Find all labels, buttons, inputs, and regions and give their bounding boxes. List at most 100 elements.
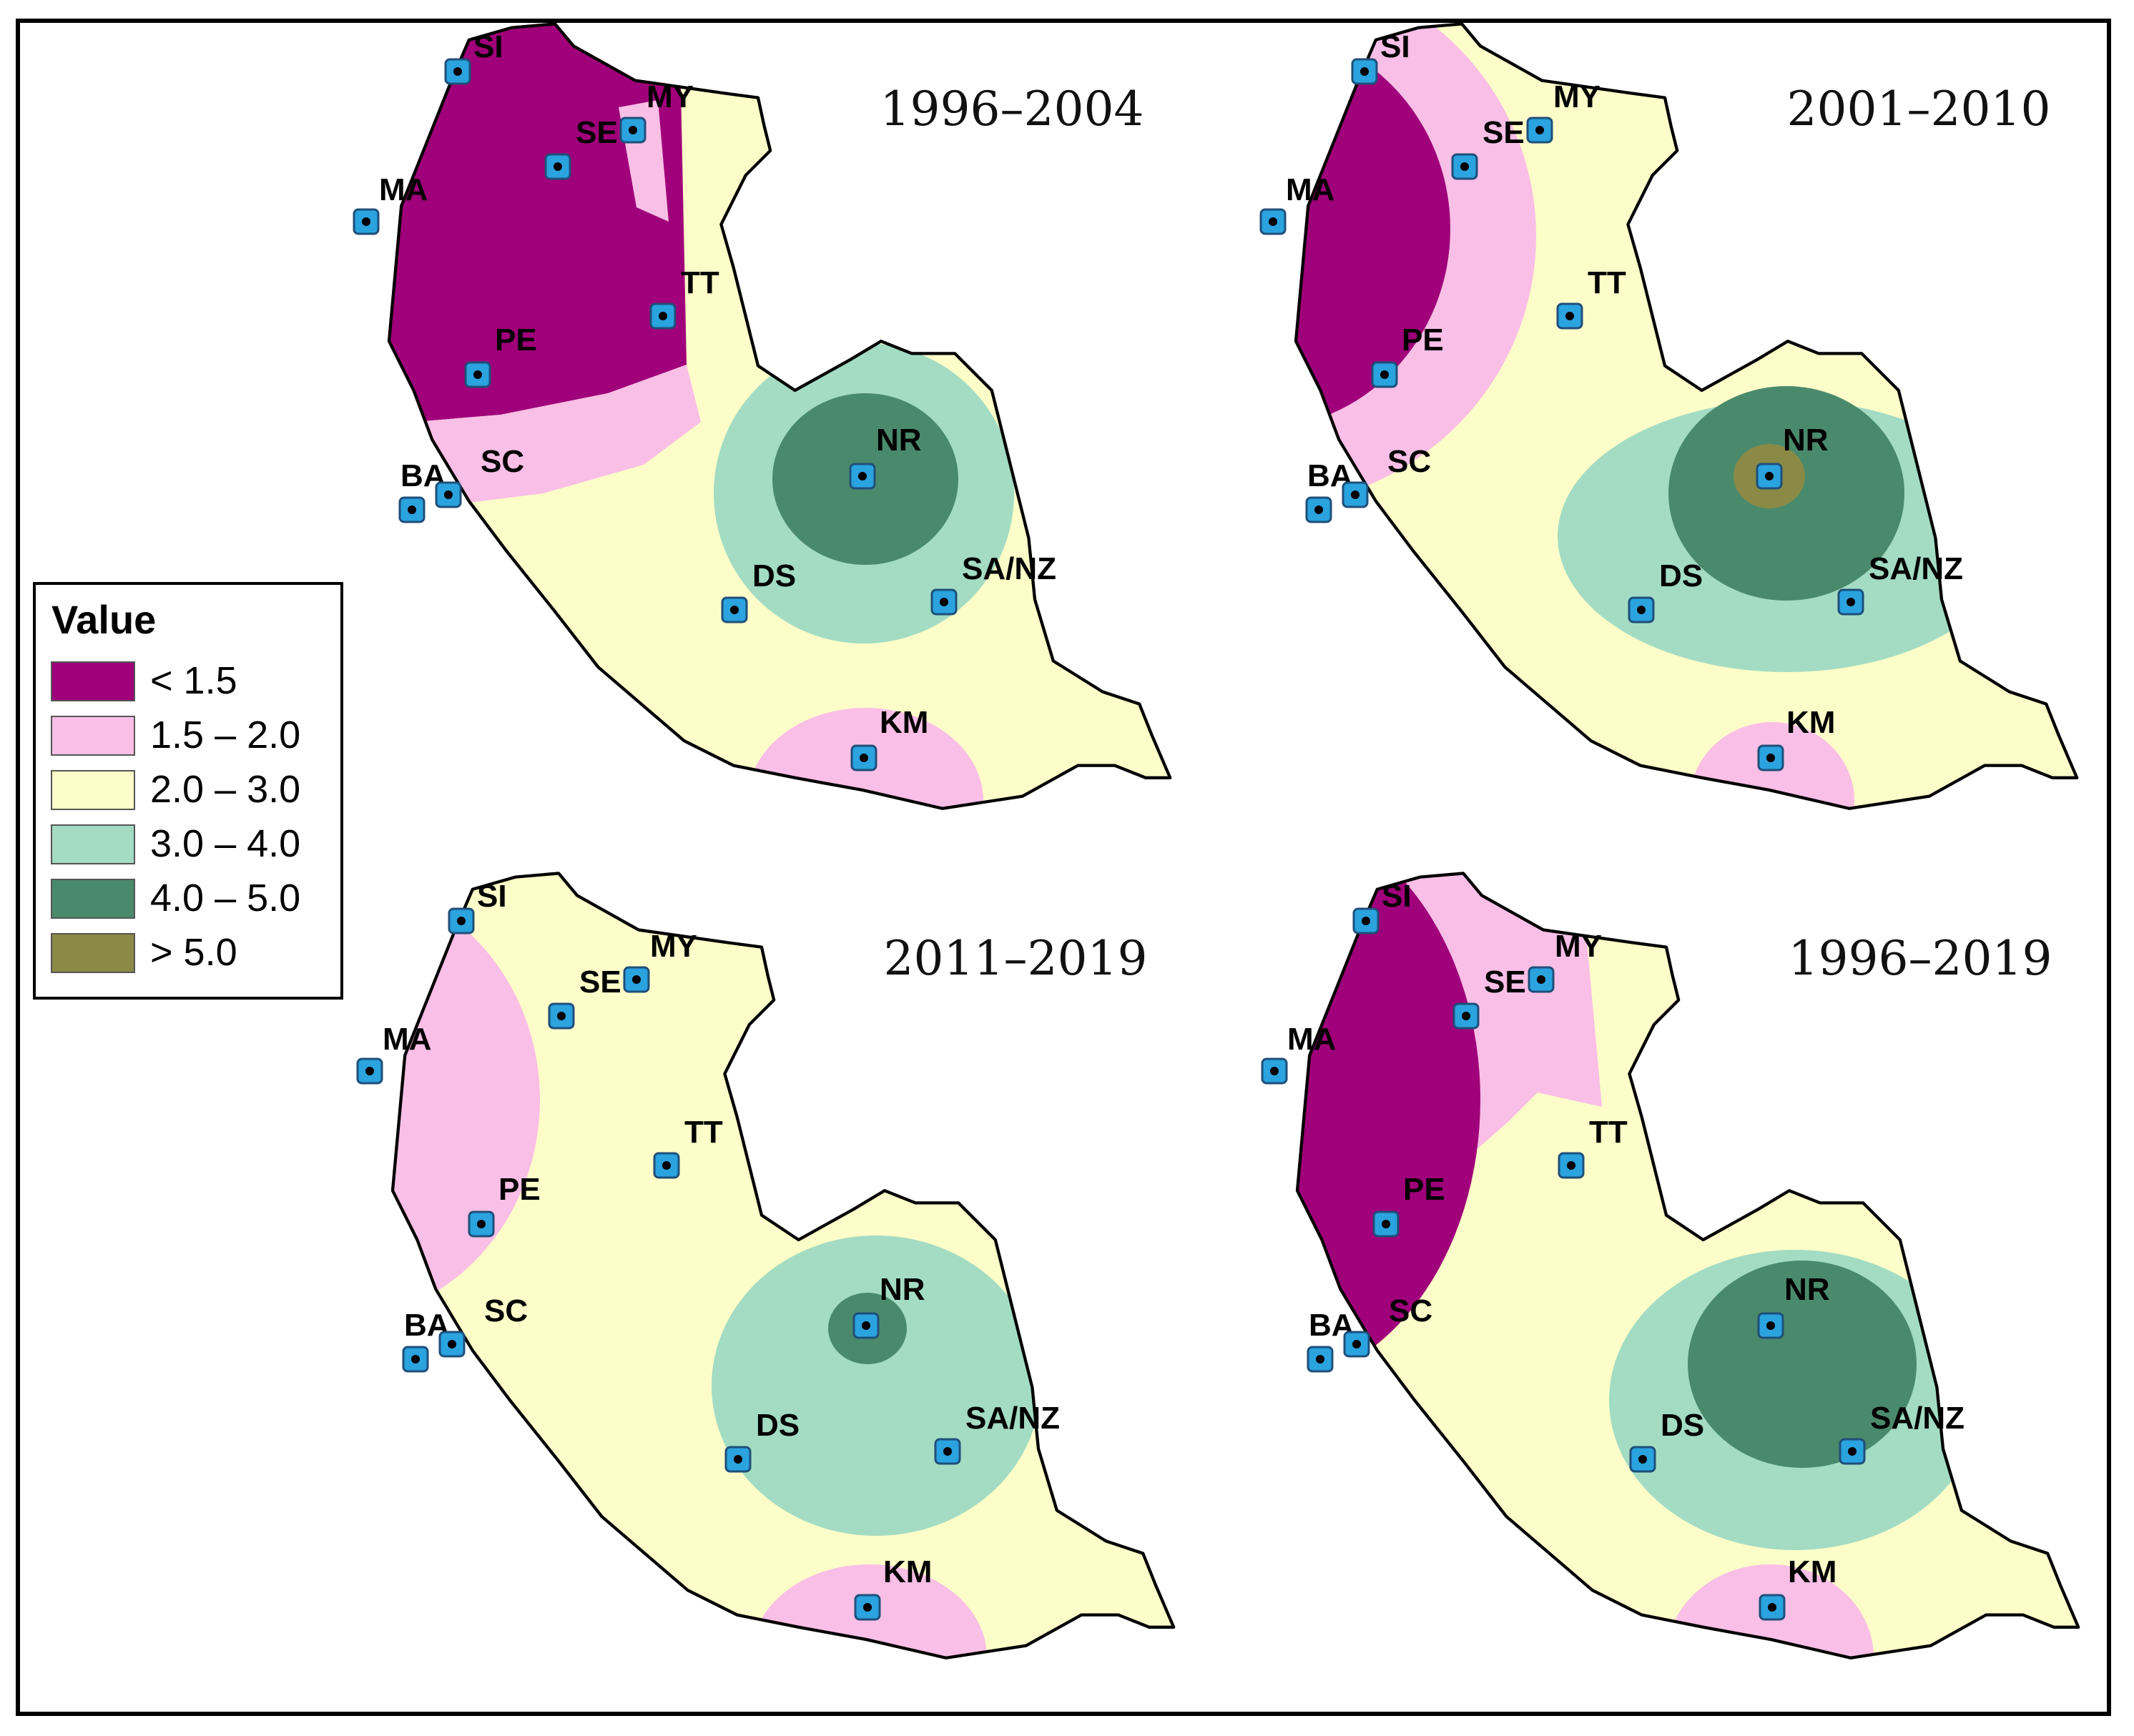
isoline-zone (1296, 29, 1451, 430)
isoline-zone (712, 1236, 1041, 1537)
station-marker-icon (444, 58, 471, 85)
station: SC (1342, 444, 1431, 508)
station: KM (1757, 705, 1835, 771)
period-title: 1996–2019 (1789, 931, 2052, 986)
station: MA (353, 172, 428, 235)
station-label: DS (752, 558, 796, 593)
station-marker-icon (930, 588, 958, 616)
station-marker-icon (1556, 302, 1583, 330)
station-marker-icon (438, 1331, 466, 1358)
station-marker-icon (1629, 1446, 1656, 1473)
station: SI (1352, 879, 1412, 934)
station-marker-icon (1305, 496, 1332, 523)
station-label: SE (579, 965, 621, 1000)
station: SA/NZ (1837, 551, 1963, 616)
station-label: TT (684, 1115, 723, 1150)
station: PE (1371, 322, 1444, 388)
station-marker-icon (1452, 1002, 1480, 1030)
legend-item: > 5.0 (51, 931, 237, 974)
station-marker-icon (1757, 744, 1784, 771)
station: TT (1558, 1115, 1628, 1179)
station-label: SE (576, 115, 618, 150)
station-marker-icon (468, 1210, 495, 1238)
station: MY (1526, 79, 1600, 144)
station-label: TT (681, 265, 719, 300)
legend-item: < 1.5 (51, 659, 237, 702)
station-marker-icon (1371, 361, 1398, 388)
station: PE (464, 322, 537, 388)
station-marker-icon (1558, 1152, 1585, 1179)
isoline-zone (1297, 873, 1481, 1386)
legend-swatch (51, 879, 135, 919)
station: SA/NZ (1839, 1401, 1965, 1465)
station-marker-icon (852, 1312, 880, 1339)
legend-item: 3.0 – 4.0 (51, 822, 300, 865)
station-marker-icon (548, 1002, 575, 1030)
station-label: SI (1382, 879, 1412, 914)
station-label: NR (880, 1272, 925, 1307)
station: KM (1759, 1554, 1836, 1621)
station: SI (448, 879, 507, 934)
legend-label: 4.0 – 5.0 (150, 877, 300, 919)
station-marker-icon (721, 596, 748, 623)
station-label: NR (1783, 423, 1829, 458)
isoline-zone (747, 708, 984, 809)
legend-swatch (51, 770, 135, 810)
station: DS (1629, 1408, 1704, 1473)
station-marker-icon (623, 966, 650, 993)
station-marker-icon (649, 302, 677, 330)
station-label: MA (1287, 1022, 1336, 1057)
station: DS (1628, 558, 1703, 623)
station: SE (1451, 115, 1525, 180)
station-marker-icon (1372, 1210, 1400, 1238)
station-marker-icon (356, 1057, 383, 1085)
station-marker-icon (1261, 1057, 1288, 1085)
isoline-zone (1688, 1261, 1917, 1469)
station-label: KM (883, 1554, 932, 1589)
station-marker-icon (1628, 596, 1655, 623)
period-title: 1996–2004 (880, 82, 1144, 137)
station: PE (1372, 1172, 1445, 1238)
station: TT (1556, 265, 1626, 330)
station: MY (619, 79, 694, 144)
station-marker-icon (1343, 1331, 1370, 1358)
station: KM (850, 705, 928, 771)
station-label: KM (1788, 1554, 1836, 1589)
station-marker-icon (402, 1346, 429, 1373)
station-label: MA (379, 172, 428, 207)
station: SI (1351, 29, 1410, 85)
station-label: PE (1403, 1172, 1445, 1207)
station-label: MY (1553, 79, 1600, 114)
station-label: SI (1380, 29, 1410, 64)
station: NR (852, 1272, 925, 1339)
station-marker-icon (1756, 463, 1783, 490)
station: SA/NZ (930, 551, 1056, 616)
station-label: DS (1659, 558, 1703, 593)
station: SE (1452, 965, 1526, 1030)
legend-swatch (51, 824, 135, 864)
station: NR (1757, 1272, 1830, 1339)
station: DS (724, 1408, 800, 1473)
station-label: SE (1483, 115, 1525, 150)
legend-item: 1.5 – 2.0 (51, 714, 300, 756)
station-marker-icon (1759, 1594, 1786, 1621)
legend-swatch (51, 661, 135, 701)
station: NR (1756, 423, 1829, 490)
zone-2-3 (1297, 873, 2079, 1658)
station-label: PE (1402, 322, 1444, 357)
legend-swatch (51, 933, 135, 973)
legend: Value < 1.5 1.5 – 2.0 2.0 – 3.0 3.0 – 4.0 4.… (33, 582, 343, 1000)
legend-title: Value (51, 597, 156, 642)
legend-label: 1.5 – 2.0 (150, 714, 300, 756)
station-label: KM (880, 705, 928, 740)
station-label: DS (1661, 1408, 1704, 1443)
station: TT (649, 265, 719, 330)
station-label: SE (1484, 965, 1526, 1000)
station-marker-icon (1757, 1312, 1784, 1339)
station: SI (444, 29, 503, 85)
station-label: SC (1389, 1293, 1432, 1328)
station-marker-icon (849, 463, 876, 490)
legend-label: < 1.5 (150, 659, 237, 702)
